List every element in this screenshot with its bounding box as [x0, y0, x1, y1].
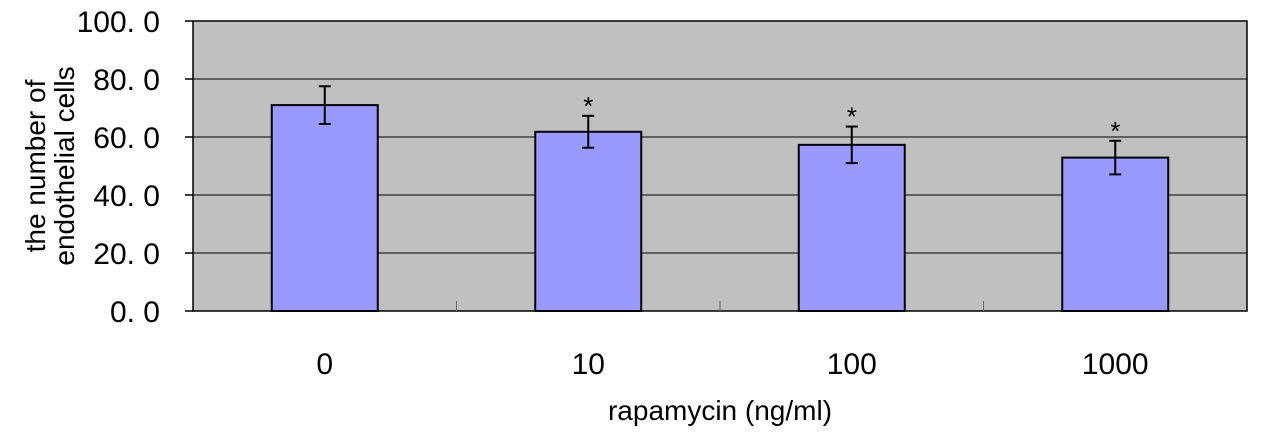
y-tick-label: 80. 0	[93, 64, 160, 97]
y-axis-title-line-2: endothelial cells	[49, 66, 80, 265]
x-tick-label: 0	[316, 348, 333, 381]
bar-0	[270, 104, 379, 312]
significance-star: *	[583, 91, 593, 121]
significance-markers: * * *	[583, 91, 1120, 146]
bars	[270, 104, 1170, 312]
x-axis-tick-labels: 0 10 100 1000	[316, 348, 1148, 381]
x-tick-label: 10	[572, 348, 605, 381]
bar-100	[797, 143, 906, 312]
y-tick-label: 100. 0	[77, 6, 160, 39]
x-axis-ticks	[456, 301, 984, 311]
y-axis-title-line-1: the number of	[20, 79, 51, 252]
x-tick-label: 1000	[1082, 348, 1149, 381]
bar-1000	[1061, 156, 1170, 312]
y-axis-title: the number of endothelial cells	[20, 66, 80, 265]
x-axis-title: rapamycin (ng/ml)	[608, 395, 832, 426]
y-tick-label: 20. 0	[93, 238, 160, 271]
significance-star: *	[847, 102, 857, 132]
y-tick-label: 40. 0	[93, 180, 160, 213]
error-bars	[318, 85, 1122, 176]
y-tick-label: 60. 0	[93, 122, 160, 155]
bar-10	[534, 130, 643, 312]
y-tick-label: 0. 0	[110, 296, 160, 329]
significance-star: *	[1110, 116, 1120, 146]
x-tick-label: 100	[827, 348, 877, 381]
y-axis-ticks: 0. 0 20. 0 40. 0 60. 0 80. 0 100. 0	[77, 6, 193, 329]
